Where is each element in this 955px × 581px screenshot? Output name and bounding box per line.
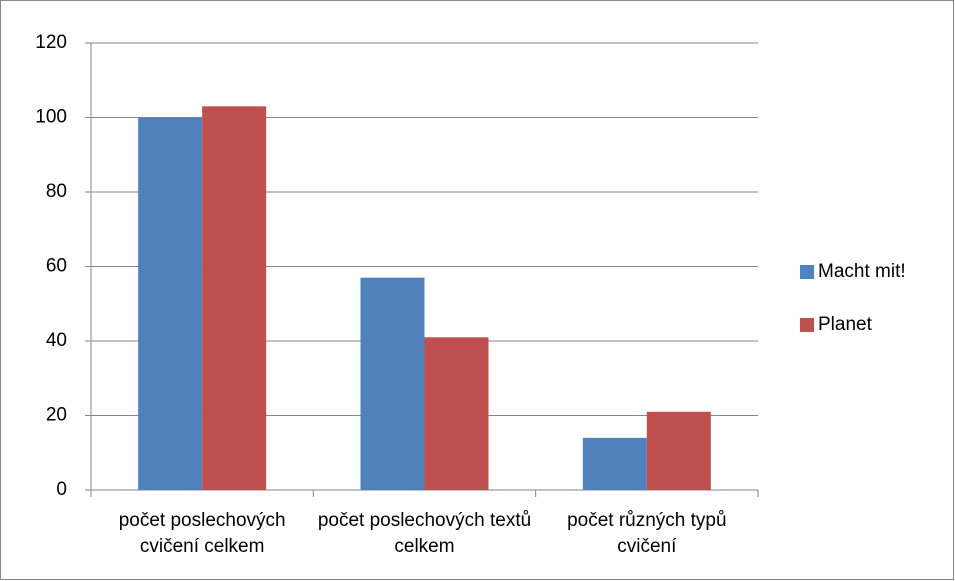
bar [202,106,267,490]
x-tick-label: počet poslechových cvičení celkem [118,510,286,557]
y-tick-label: 0 [56,479,67,500]
x-tick-label-box: počet poslechových cvičení celkem [118,510,286,557]
x-tick-label-box: počet poslechových textů celkem [317,510,532,557]
bar [582,437,647,490]
legend-swatch [800,265,814,279]
x-tick-label-box: počet různých typů cvičení [567,510,727,557]
y-tick-label: 20 [46,405,67,426]
y-tick-label: 80 [46,181,67,202]
bar [360,277,425,490]
legend-label: Planet [818,314,873,335]
y-tick-label: 100 [35,107,67,128]
bar [138,117,203,490]
y-tick-label: 40 [46,330,67,351]
y-tick-label: 60 [46,256,67,277]
legend-swatch [800,318,814,332]
bar [424,337,489,490]
legend-label: Macht mit! [818,261,906,282]
bar [646,411,711,490]
x-tick-label: počet různých typů cvičení [567,510,727,557]
x-tick-label: počet poslechových textů celkem [317,510,532,557]
y-tick-label: 120 [35,32,67,53]
